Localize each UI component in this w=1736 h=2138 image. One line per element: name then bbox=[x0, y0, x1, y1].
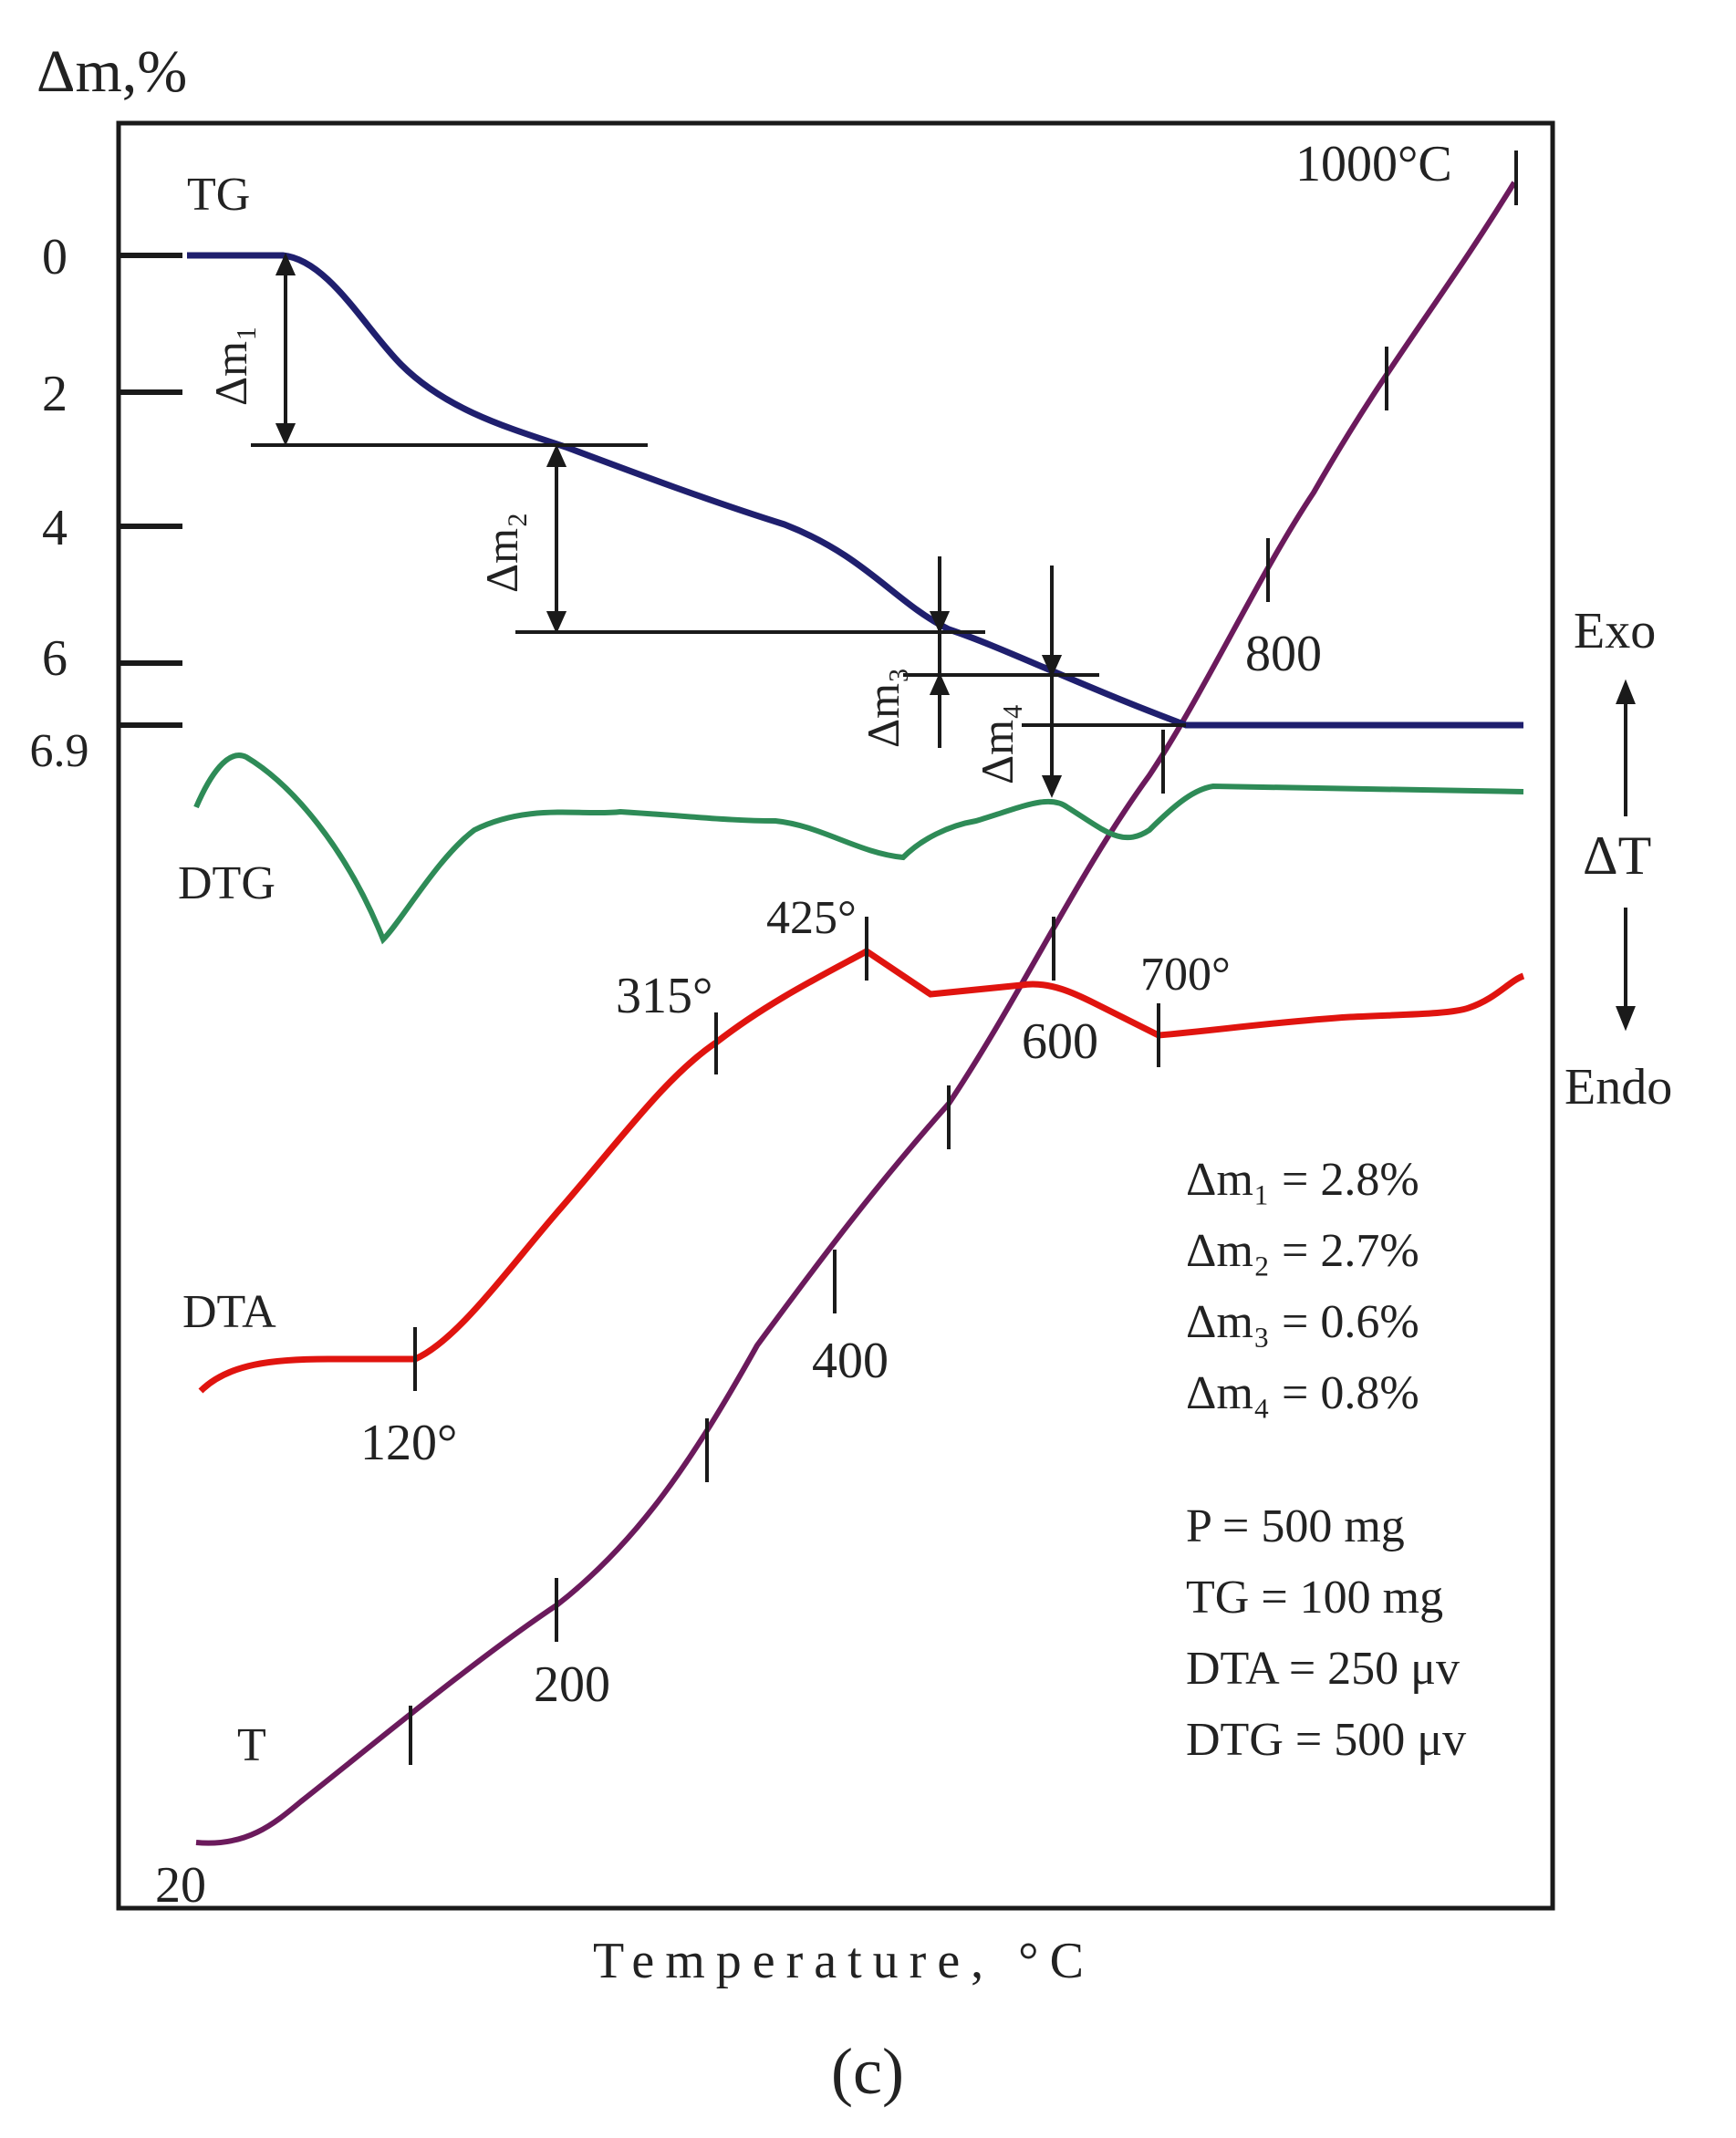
endo-label: Endo bbox=[1564, 1059, 1672, 1116]
endo-arrow-head bbox=[1616, 1006, 1636, 1032]
arrow-head bbox=[929, 611, 951, 634]
arrow-head bbox=[1041, 655, 1063, 678]
x-axis-title: Temperature, °C bbox=[593, 1933, 1095, 1989]
dta-peak-425: 425° bbox=[766, 892, 857, 944]
y-tick-label: 2 bbox=[42, 366, 68, 422]
y-tick-label: 0 bbox=[42, 229, 68, 285]
arrow-head bbox=[1041, 775, 1063, 798]
temp-label-1000: 1000°C bbox=[1295, 136, 1452, 192]
tg-curve bbox=[187, 252, 1523, 729]
tg-label: TG bbox=[187, 169, 250, 221]
dm2-label: Δm₂ bbox=[476, 513, 527, 593]
legend-dm1: Δm₁ = 2.8% bbox=[1186, 1154, 1419, 1206]
legend-dtg: DTG = 500 μv bbox=[1186, 1714, 1466, 1766]
exo-endo-arrow bbox=[1616, 679, 1636, 1032]
legend-p: P = 500 mg bbox=[1186, 1500, 1405, 1552]
y-tick-label: 6 bbox=[42, 630, 68, 687]
mass-step-annotations bbox=[251, 253, 1186, 798]
legend-dm3: Δm₃ = 0.6% bbox=[1186, 1296, 1419, 1348]
dta-peak-315: 315° bbox=[616, 968, 712, 1024]
temp-label-600: 600 bbox=[1022, 1013, 1098, 1070]
temperature-ticks bbox=[409, 150, 1518, 1765]
dta-peak-700: 700° bbox=[1140, 949, 1231, 1001]
legend-dm4: Δm₄ = 0.8% bbox=[1186, 1367, 1419, 1419]
dta-peak-ticks bbox=[413, 917, 1160, 1391]
exo-label: Exo bbox=[1574, 603, 1656, 659]
t-label: T bbox=[237, 1719, 266, 1771]
dta-curve bbox=[198, 947, 1525, 1394]
dm3-label: Δm₃ bbox=[858, 668, 909, 748]
arrow-head bbox=[275, 423, 296, 446]
temp-label-20: 20 bbox=[155, 1857, 206, 1914]
legend-block: Δm₁ = 2.8% Δm₂ = 2.7% Δm₃ = 0.6% Δm₄ = 0… bbox=[1186, 1154, 1466, 1766]
dta-label: DTA bbox=[182, 1286, 276, 1338]
temp-label-400: 400 bbox=[812, 1333, 889, 1389]
dta-peak-120: 120° bbox=[360, 1415, 457, 1471]
arrow-head bbox=[929, 672, 951, 695]
y-axis: 0 2 4 6 6.9 bbox=[30, 229, 182, 777]
arrow-head bbox=[275, 253, 296, 275]
plot-frame bbox=[116, 120, 1555, 1911]
dtg-curve bbox=[193, 752, 1524, 945]
legend-dm2: Δm₂ = 2.7% bbox=[1186, 1225, 1419, 1277]
exo-arrow-head bbox=[1616, 679, 1636, 704]
dm1-label: Δm₁ bbox=[205, 326, 256, 406]
temp-label-200: 200 bbox=[534, 1656, 610, 1713]
delta-t-label: ΔT bbox=[1583, 825, 1651, 886]
y-axis-title: Δm,% bbox=[36, 38, 187, 105]
arrow-head bbox=[546, 444, 567, 467]
dm4-label: Δm₄ bbox=[972, 704, 1023, 784]
legend-dta: DTA = 250 μv bbox=[1186, 1643, 1460, 1695]
y-tick-label: 6.9 bbox=[30, 725, 89, 777]
y-tick-label: 4 bbox=[42, 500, 68, 556]
arrow-head bbox=[546, 611, 567, 634]
legend-tg: TG = 100 mg bbox=[1186, 1572, 1443, 1624]
dtg-label: DTG bbox=[178, 857, 275, 909]
temp-label-800: 800 bbox=[1245, 626, 1322, 682]
panel-label: (c) bbox=[831, 2035, 904, 2108]
temperature-curve bbox=[195, 181, 1517, 1846]
